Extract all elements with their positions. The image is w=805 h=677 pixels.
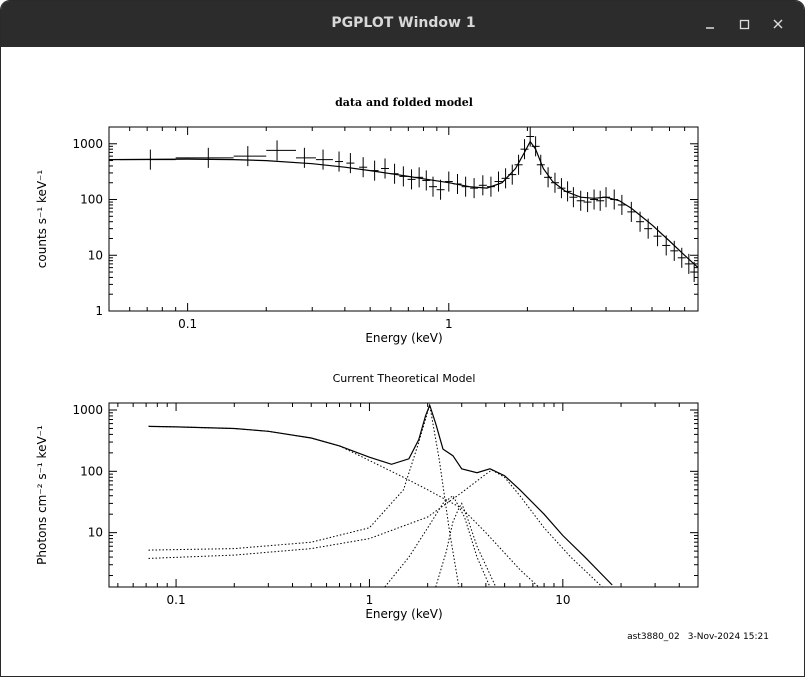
bottom-series-line-6 bbox=[435, 502, 497, 588]
bottom-chart: Current Theoretical Model Energy (keV) P… bbox=[35, 372, 699, 621]
top-chart-title: data and folded model bbox=[335, 96, 473, 109]
bottom-ytick-label: 100 bbox=[80, 464, 103, 478]
bottom-xtick-label: 1 bbox=[366, 593, 374, 607]
close-icon bbox=[773, 19, 783, 29]
top-chart: data and folded model Energy (keV) count… bbox=[35, 96, 699, 345]
maximize-icon bbox=[739, 19, 750, 30]
maximize-button[interactable] bbox=[732, 12, 756, 36]
top-model-line bbox=[108, 140, 699, 269]
bottom-series-line-2 bbox=[148, 425, 540, 588]
bottom-chart-lines bbox=[148, 403, 613, 588]
footer-date: 3-Nov-2024 15:21 bbox=[688, 632, 769, 642]
bottom-ytick-label: 1000 bbox=[72, 403, 103, 417]
bottom-xtick-label: 10 bbox=[555, 593, 570, 607]
top-xtick-label: 0.1 bbox=[178, 317, 197, 331]
title-bar[interactable]: PGPLOT Window 1 bbox=[1, 1, 804, 47]
footer-label: ast3880_02 3-Nov-2024 15:21 bbox=[627, 632, 769, 642]
top-ytick-label: 1000 bbox=[72, 137, 103, 151]
minimize-button[interactable] bbox=[698, 12, 722, 36]
bottom-series-line-3 bbox=[148, 404, 460, 588]
bottom-chart-xlabel: Energy (keV) bbox=[365, 607, 442, 621]
bottom-series-line-1 bbox=[148, 403, 613, 586]
top-chart-ticks: 0.1 1 1 10 100 1000 bbox=[72, 126, 699, 331]
top-ytick-label: 100 bbox=[80, 193, 103, 207]
bottom-series-line-4 bbox=[148, 469, 603, 588]
top-xtick-label: 1 bbox=[445, 317, 453, 331]
close-button[interactable] bbox=[766, 12, 790, 36]
bottom-ytick-label: 10 bbox=[88, 526, 103, 540]
footer-id: ast3880_02 bbox=[627, 632, 680, 642]
bottom-chart-ylabel: Photons cm⁻² s⁻¹ keV⁻¹ bbox=[35, 425, 49, 565]
top-chart-model bbox=[108, 140, 699, 269]
top-chart-xlabel: Energy (keV) bbox=[365, 331, 442, 345]
minimize-icon bbox=[706, 27, 714, 29]
top-chart-ylabel: counts s⁻¹ keV⁻¹ bbox=[35, 170, 49, 269]
bottom-xtick-label: 0.1 bbox=[167, 593, 186, 607]
top-ytick-label: 10 bbox=[88, 248, 103, 262]
bottom-chart-frame bbox=[108, 402, 699, 588]
bottom-chart-title: Current Theoretical Model bbox=[333, 372, 476, 385]
window-title: PGPLOT Window 1 bbox=[331, 15, 476, 31]
plot-canvas: data and folded model Energy (keV) count… bbox=[1, 47, 804, 676]
bottom-series-line-5 bbox=[384, 494, 491, 588]
bottom-chart-ticks: 0.1 1 10 10 100 1000 bbox=[72, 403, 699, 607]
plot-svg: data and folded model Energy (keV) count… bbox=[35, 96, 769, 642]
top-chart-frame bbox=[108, 126, 699, 312]
top-chart-points bbox=[119, 127, 699, 283]
top-ytick-label: 1 bbox=[95, 304, 103, 318]
